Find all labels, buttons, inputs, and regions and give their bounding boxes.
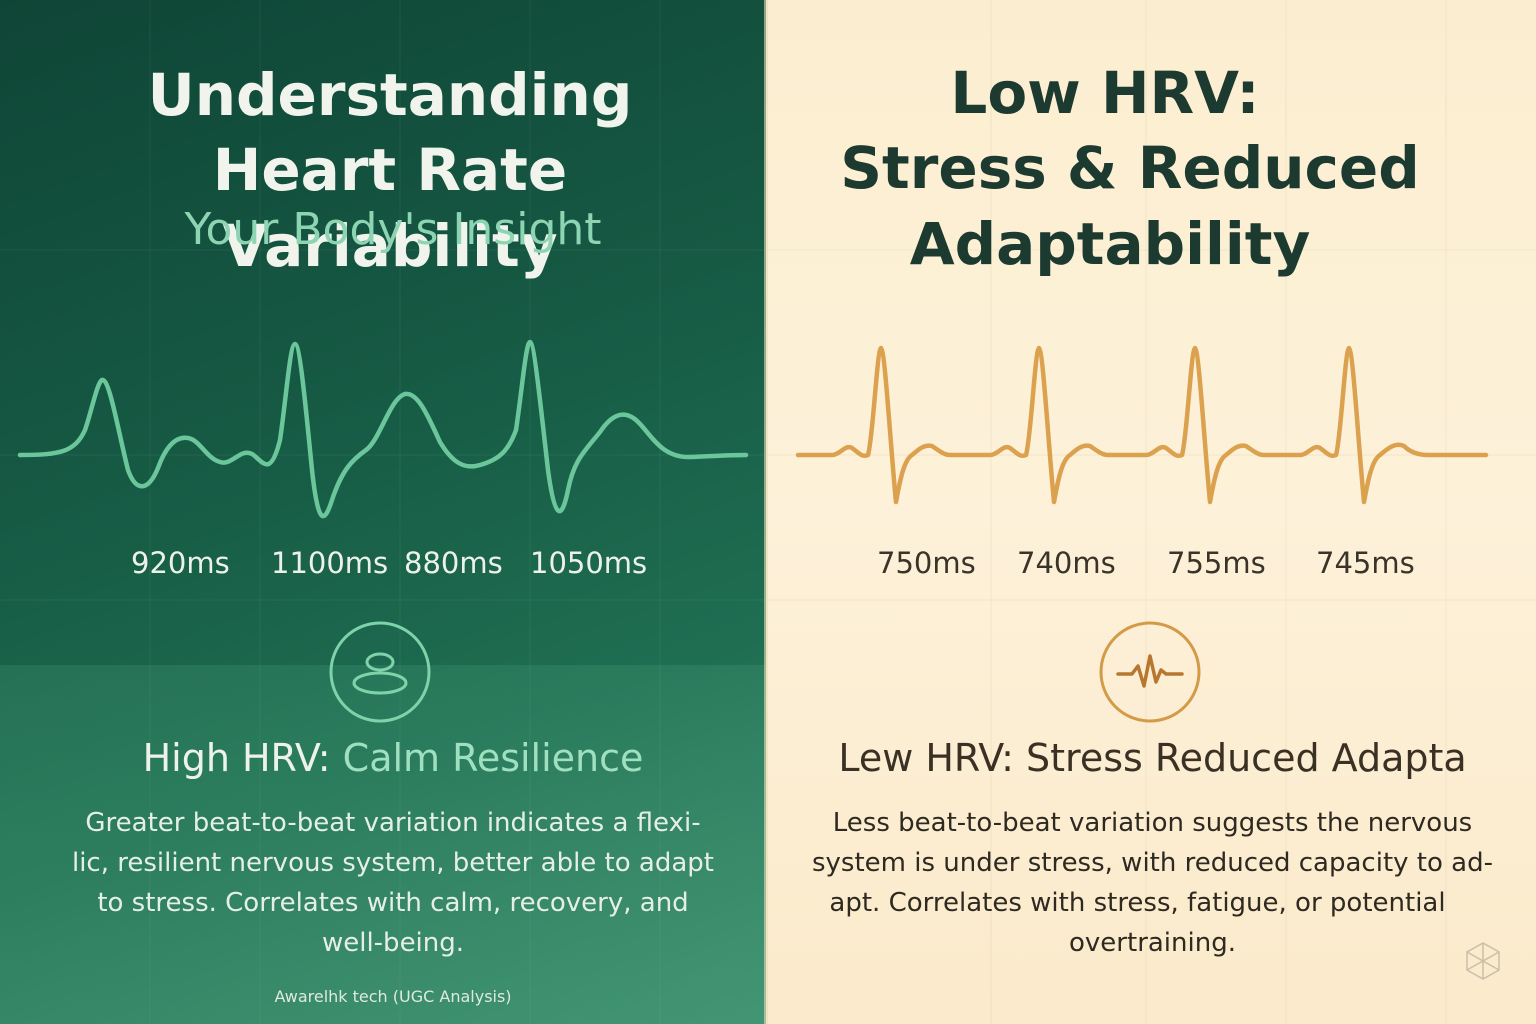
cube-logo-icon	[1466, 942, 1500, 980]
low-hrv-waveform	[795, 345, 1489, 505]
interval-label: 750ms	[877, 546, 976, 580]
right-description: Less beat-to-beat variation suggests the…	[800, 803, 1505, 963]
left-heading-prefix: High HRV:	[142, 736, 343, 780]
high-hrv-ecg-line	[17, 339, 749, 519]
interval-label: 740ms	[1017, 546, 1116, 580]
high-hrv-panel	[0, 0, 766, 1024]
left-description-line: to stress. Correlates with calm, recover…	[97, 888, 689, 918]
source-footnote: Awarelhk tech (UGC Analysis)	[274, 987, 512, 1006]
interval-label: 755ms	[1167, 546, 1266, 580]
low-hrv-ecg-line	[795, 345, 1489, 505]
lower-band	[0, 665, 766, 1024]
right-title: Low HRV: Stress & Reduced Adaptability	[800, 56, 1460, 282]
right-title-line-2: Stress & Reduced	[840, 134, 1420, 203]
left-title: Understanding Heart Rate Variability	[40, 58, 740, 284]
right-description-line: apt. Correlates with stress, fatigue, or…	[829, 888, 1446, 918]
interval-label: 880ms	[404, 546, 503, 580]
interval-label: 1100ms	[271, 546, 389, 580]
panel-divider	[764, 0, 768, 1024]
left-description-line: lic, resilient nervous system, better ab…	[71, 848, 714, 878]
interval-label: 920ms	[131, 546, 230, 580]
left-description-line: Greater beat-to-beat variation indicates…	[85, 808, 701, 838]
right-description-line: overtraining.	[1069, 928, 1236, 958]
left-heading-accent: Calm Resilience	[342, 736, 644, 780]
right-heading: Lew HRV: Stress Reduced Adapta	[838, 736, 1467, 780]
left-title-line-1: Understanding	[147, 61, 633, 129]
stacked-stones-icon	[329, 621, 431, 723]
left-title-line-2: Heart Rate Variability	[212, 136, 568, 280]
left-subtitle: Your Body's Insight	[184, 204, 602, 255]
right-description-line: Less beat-to-beat variation suggests the…	[832, 808, 1473, 838]
right-title-line-3: Adaptability	[909, 209, 1311, 278]
left-heading: High HRV: Calm Resilience	[40, 736, 746, 780]
left-description: Greater beat-to-beat variation indicates…	[40, 803, 746, 963]
left-description-line: well-being.	[321, 928, 465, 958]
high-hrv-waveform	[17, 339, 749, 519]
right-description-line: system is under stress, with reduced cap…	[812, 848, 1493, 878]
right-title-line-1: Low HRV:	[950, 59, 1260, 127]
interval-label: 1050ms	[530, 546, 648, 580]
heartbeat-pulse-icon	[1099, 621, 1201, 723]
interval-label: 745ms	[1316, 546, 1415, 580]
